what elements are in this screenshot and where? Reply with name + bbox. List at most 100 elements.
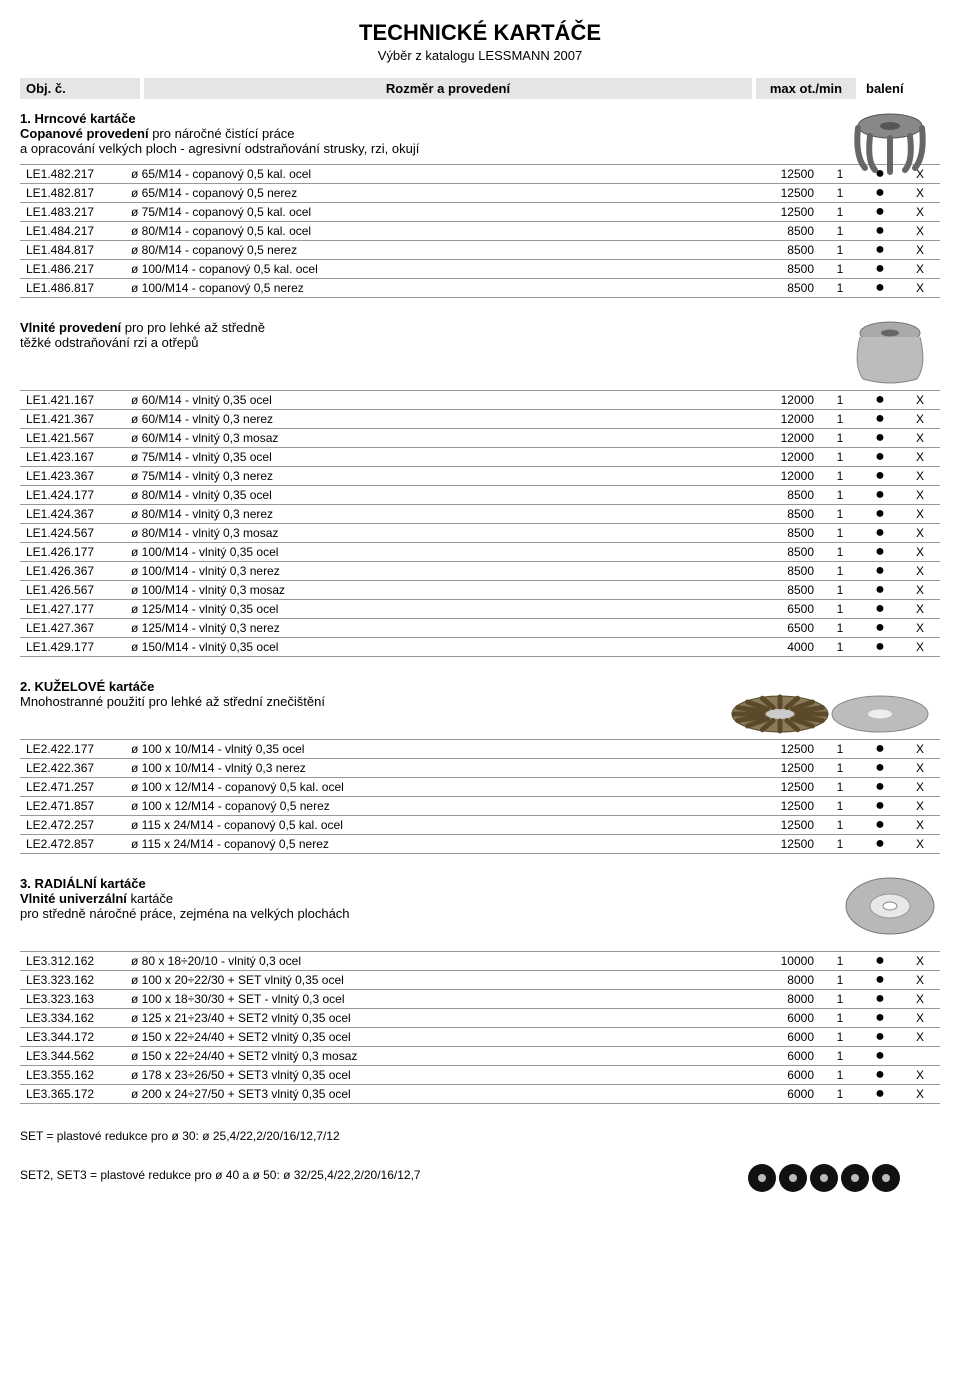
cell-desc: ø 80/M14 - copanový 0,5 nerez [125,241,745,260]
cell-qty: 1 [820,203,860,222]
table-row: LE3.312.162ø 80 x 18÷20/10 - vlnitý 0,3 … [20,952,940,971]
cell-rpm: 8500 [745,260,820,279]
cell-qty: 1 [820,260,860,279]
cell-code: LE3.355.162 [20,1066,125,1085]
header-baleni: balení [860,78,940,99]
table-row: LE1.424.177ø 80/M14 - vlnitý 0,35 ocel85… [20,486,940,505]
cell-desc: ø 75/M14 - copanový 0,5 kal. ocel [125,203,745,222]
table-row: LE3.365.172ø 200 x 24÷27/50 + SET3 vlnit… [20,1085,940,1104]
cell-qty: 1 [820,816,860,835]
cell-dot: ● [860,797,900,816]
cell-qty: 1 [820,1066,860,1085]
table-row: LE1.426.367ø 100/M14 - vlnitý 0,3 nerez8… [20,562,940,581]
table-row: LE1.482.217ø 65/M14 - copanový 0,5 kal. … [20,165,940,184]
cell-desc: ø 100/M14 - copanový 0,5 kal. ocel [125,260,745,279]
table-row: LE1.421.367ø 60/M14 - vlnitý 0,3 nerez12… [20,410,940,429]
cell-x: X [900,505,940,524]
cell-x: X [900,778,940,797]
cell-x: X [900,524,940,543]
section-desc-line2: těžké odstraňování rzi a otřepů [20,335,199,350]
cell-code: LE3.344.562 [20,1047,125,1066]
page-subtitle: Výběr z katalogu LESSMANN 2007 [20,48,940,63]
cell-desc: ø 150 x 22÷24/40 + SET2 vlnitý 0,3 mosaz [125,1047,745,1066]
cell-desc: ø 200 x 24÷27/50 + SET3 vlnitý 0,35 ocel [125,1085,745,1104]
cell-code: LE1.482.217 [20,165,125,184]
table-row: LE1.486.817ø 100/M14 - copanový 0,5 nere… [20,279,940,298]
cell-dot: ● [860,486,900,505]
cell-desc: ø 100 x 10/M14 - vlnitý 0,3 nerez [125,759,745,778]
cell-x: X [900,391,940,410]
cell-code: LE3.323.163 [20,990,125,1009]
cell-rpm: 12000 [745,429,820,448]
cell-code: LE1.426.177 [20,543,125,562]
cell-qty: 1 [820,619,860,638]
cell-x: X [900,410,940,429]
cell-rpm: 12500 [745,778,820,797]
cell-desc: ø 125/M14 - vlnitý 0,35 ocel [125,600,745,619]
product-table: LE1.421.167ø 60/M14 - vlnitý 0,35 ocel12… [20,390,940,657]
table-row: LE3.323.162ø 100 x 20÷22/30 + SET vlnitý… [20,971,940,990]
cell-code: LE3.344.172 [20,1028,125,1047]
cell-rpm: 8500 [745,581,820,600]
cell-x: X [900,543,940,562]
section-heading: 1. Hrncové kartáčeCopanové provedení pro… [20,111,940,156]
cell-dot: ● [860,835,900,854]
cell-dot: ● [860,619,900,638]
cell-qty: 1 [820,448,860,467]
cell-x: X [900,467,940,486]
cell-dot: ● [860,391,900,410]
cell-code: LE1.482.817 [20,184,125,203]
table-row: LE2.472.857ø 115 x 24/M14 - copanový 0,5… [20,835,940,854]
cell-qty: 1 [820,184,860,203]
section-heading: 3. RADIÁLNÍ kartáčeVlnité univerzální ka… [20,876,940,921]
cell-qty: 1 [820,524,860,543]
cell-code: LE2.472.857 [20,835,125,854]
product-image-icon [840,871,940,941]
cell-qty: 1 [820,797,860,816]
cell-qty: 1 [820,778,860,797]
cell-desc: ø 150 x 22÷24/40 + SET2 vlnitý 0,35 ocel [125,1028,745,1047]
cell-x: X [900,429,940,448]
cell-rpm: 6000 [745,1009,820,1028]
product-image-icon [840,315,940,385]
section-title: 3. RADIÁLNÍ kartáče [20,876,146,891]
cell-code: LE3.323.162 [20,971,125,990]
table-row: LE1.486.217ø 100/M14 - copanový 0,5 kal.… [20,260,940,279]
cell-dot: ● [860,429,900,448]
table-row: LE1.484.817ø 80/M14 - copanový 0,5 nerez… [20,241,940,260]
cell-qty: 1 [820,600,860,619]
section-desc: kartáče [127,891,173,906]
cell-rpm: 8500 [745,279,820,298]
cell-x: X [900,1009,940,1028]
product-image-icon [840,106,940,176]
cell-x: X [900,759,940,778]
cell-desc: ø 65/M14 - copanový 0,5 nerez [125,184,745,203]
cell-qty: 1 [820,990,860,1009]
cell-code: LE1.483.217 [20,203,125,222]
cell-x: X [900,1028,940,1047]
cell-dot: ● [860,1009,900,1028]
cell-rpm: 12500 [745,165,820,184]
cell-desc: ø 150/M14 - vlnitý 0,35 ocel [125,638,745,657]
table-row: LE1.423.367ø 75/M14 - vlnitý 0,3 nerez12… [20,467,940,486]
cell-desc: ø 65/M14 - copanový 0,5 kal. ocel [125,165,745,184]
cell-code: LE1.426.567 [20,581,125,600]
cell-desc: ø 100/M14 - vlnitý 0,3 nerez [125,562,745,581]
cell-dot: ● [860,971,900,990]
table-row: LE3.344.172ø 150 x 22÷24/40 + SET2 vlnit… [20,1028,940,1047]
cell-desc: ø 115 x 24/M14 - copanový 0,5 nerez [125,835,745,854]
cell-dot: ● [860,1085,900,1104]
cell-desc: ø 115 x 24/M14 - copanový 0,5 kal. ocel [125,816,745,835]
cell-desc: ø 75/M14 - vlnitý 0,35 ocel [125,448,745,467]
cell-x: X [900,203,940,222]
cell-x: X [900,952,940,971]
cell-x: X [900,1066,940,1085]
header-rozmer: Rozměr a provedení [144,78,752,99]
cell-rpm: 12000 [745,467,820,486]
cell-code: LE3.334.162 [20,1009,125,1028]
table-row: LE1.429.177ø 150/M14 - vlnitý 0,35 ocel4… [20,638,940,657]
cell-qty: 1 [820,835,860,854]
cell-code: LE2.471.257 [20,778,125,797]
cell-rpm: 6000 [745,1028,820,1047]
table-row: LE1.424.367ø 80/M14 - vlnitý 0,3 nerez85… [20,505,940,524]
